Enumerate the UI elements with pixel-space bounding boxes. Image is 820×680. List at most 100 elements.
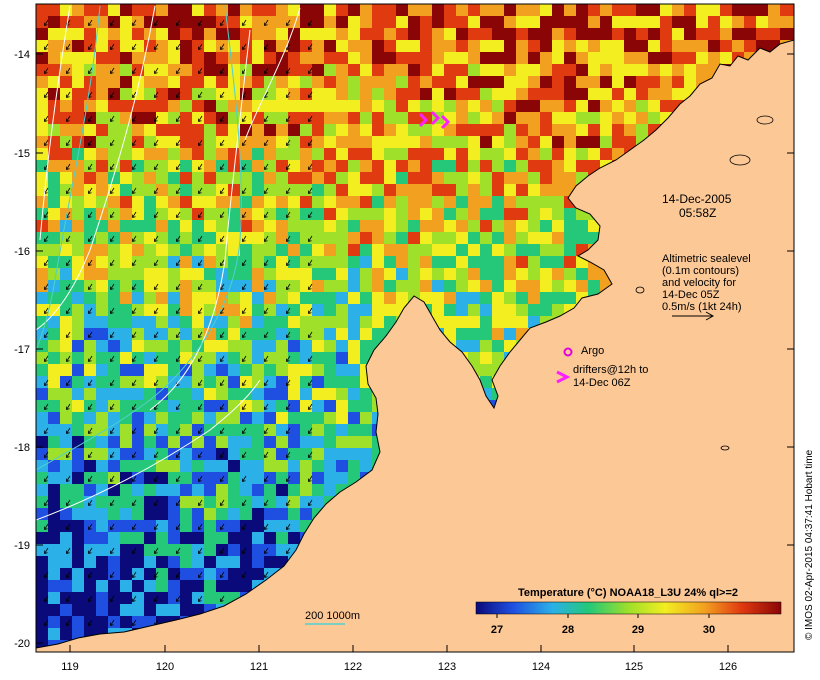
sst-cell: [288, 316, 300, 328]
sst-cell: [528, 52, 540, 64]
sst-cell: [48, 472, 60, 484]
drifter-track: [418, 112, 429, 128]
sst-cell: [48, 460, 60, 472]
sst-cell: [96, 292, 108, 304]
sst-cell: [120, 244, 132, 256]
sst-cell: [72, 352, 84, 364]
sst-cell: [108, 280, 120, 292]
sst-cell: [552, 268, 564, 280]
island: [756, 115, 774, 125]
sst-cell: [144, 256, 156, 268]
sst-cell: [600, 88, 612, 100]
sst-cell: [300, 172, 312, 184]
sst-cell: [336, 388, 348, 400]
sst-cell: [228, 304, 240, 316]
sst-cell: [456, 232, 468, 244]
sst-cell: [252, 556, 264, 568]
sst-cell: [216, 232, 228, 244]
velocity-arrow: [286, 307, 291, 314]
sst-cell: [408, 268, 420, 280]
sst-cell: [132, 508, 144, 520]
sst-cell: [336, 148, 348, 160]
sst-cell: [144, 424, 156, 436]
sst-cell: [108, 172, 120, 184]
sst-cell: [348, 388, 360, 400]
sst-cell: [48, 556, 60, 568]
sst-cell: [336, 64, 348, 76]
sst-cell: [300, 292, 312, 304]
velocity-arrow: [198, 307, 203, 314]
sst-cell: [144, 268, 156, 280]
sst-cell: [588, 280, 600, 292]
sst-cell: [228, 292, 240, 304]
sst-cell: [288, 136, 300, 148]
sst-cell: [228, 208, 240, 220]
sst-cell: [300, 100, 312, 112]
sst-cell: [480, 40, 492, 52]
sst-cell: [120, 448, 132, 460]
sst-cell: [216, 316, 228, 328]
sst-cell: [300, 508, 312, 520]
sst-cell: [252, 148, 264, 160]
sst-cell: [60, 4, 72, 16]
sst-cell: [120, 328, 132, 340]
sst-cell: [156, 124, 168, 136]
sst-cell: [552, 64, 564, 76]
sst-cell: [180, 424, 192, 436]
sst-cell: [36, 352, 48, 364]
sst-cell: [144, 172, 156, 184]
sst-cell: [324, 412, 336, 424]
sst-cell: [576, 268, 588, 280]
sst-cell: [516, 28, 528, 40]
sst-cell: [144, 328, 156, 340]
sst-cell: [600, 28, 612, 40]
sst-cell: [636, 112, 648, 124]
sst-cell: [444, 76, 456, 88]
sst-cell: [144, 4, 156, 16]
sst-cell: [756, 16, 768, 28]
sst-cell: [36, 76, 48, 88]
sst-cell: [636, 88, 648, 100]
sst-cell: [660, 76, 672, 88]
sst-cell: [204, 52, 216, 64]
velocity-arrow: [66, 451, 71, 458]
sst-cell: [60, 388, 72, 400]
sst-cell: [444, 124, 456, 136]
sst-cell: [348, 304, 360, 316]
sst-cell: [264, 412, 276, 424]
sst-cell: [300, 388, 312, 400]
sst-cell: [204, 388, 216, 400]
sst-cell: [36, 196, 48, 208]
velocity-arrow: [242, 235, 247, 242]
velocity-arrow: [110, 115, 115, 122]
sst-cell: [48, 604, 60, 616]
sst-cell: [180, 124, 192, 136]
sst-cell: [84, 316, 96, 328]
velocity-arrow: [110, 355, 115, 362]
sst-cell: [288, 88, 300, 100]
sst-cell: [60, 40, 72, 52]
velocity-arrow: [110, 19, 115, 26]
sst-cell: [576, 88, 588, 100]
sst-cell: [204, 472, 216, 484]
sst-cell: [624, 40, 636, 52]
velocity-arrow: [44, 379, 49, 386]
sst-cell: [264, 124, 276, 136]
sst-cell: [36, 532, 48, 544]
sst-cell: [504, 208, 516, 220]
sst-cell: [288, 244, 300, 256]
velocity-arrow: [66, 115, 71, 122]
sst-cell: [192, 412, 204, 424]
sst-cell: [264, 28, 276, 40]
sst-cell: [36, 124, 48, 136]
sst-cell: [132, 220, 144, 232]
sst-cell: [300, 76, 312, 88]
sst-cell: [540, 160, 552, 172]
sst-cell: [204, 376, 216, 388]
velocity-arrow: [242, 283, 247, 290]
velocity-arrow: [66, 259, 71, 266]
sst-cell: [252, 4, 264, 16]
velocity-arrow: [286, 547, 291, 554]
velocity-arrow: [242, 571, 247, 578]
velocity-arrow: [308, 259, 313, 266]
